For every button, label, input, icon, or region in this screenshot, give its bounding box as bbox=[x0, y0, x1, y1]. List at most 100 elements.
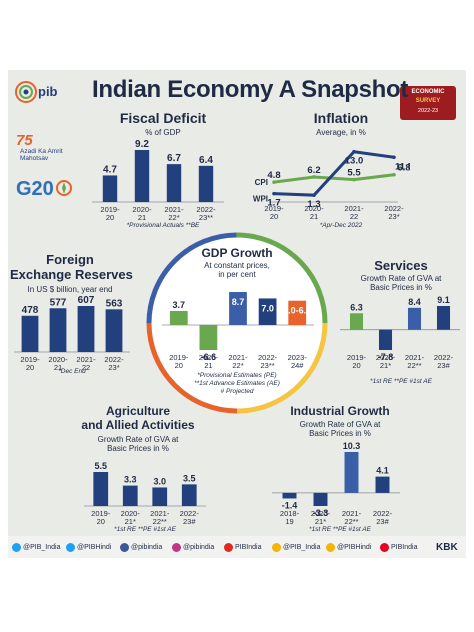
pib-logo-text: pib bbox=[38, 84, 58, 99]
chart-industrial-value-label: -1.4 bbox=[282, 500, 298, 510]
inflation-subtitle: Average, in % bbox=[316, 128, 366, 137]
chart-gdp-value-label: 3.7 bbox=[173, 300, 186, 310]
social-footer: @PIB_India @PIBHindi @pibindia @pibindia… bbox=[8, 536, 466, 558]
inflation-series-line bbox=[273, 173, 395, 184]
chart-services-tick-label: 22** bbox=[407, 361, 421, 370]
chart-industrial-bar bbox=[313, 492, 328, 506]
inflation-value-label: 6.2 bbox=[307, 165, 320, 176]
footer-item-1[interactable]: @PIB_India bbox=[12, 536, 60, 558]
inflation-title: Inflation bbox=[313, 110, 369, 126]
chart-agri-bar bbox=[152, 487, 168, 506]
chart-gdp-bar bbox=[258, 298, 277, 325]
inflation-value-label: 6.8 bbox=[397, 163, 410, 174]
industrial-subtitle-line-2: Basic Prices in % bbox=[309, 429, 371, 438]
inflation-point bbox=[312, 175, 316, 179]
chart-agri-value-label: 5.5 bbox=[94, 461, 107, 471]
chart-services-bar bbox=[407, 307, 422, 330]
chart-forex-bar bbox=[49, 308, 67, 352]
inflation-value-label: 5.5 bbox=[347, 168, 361, 179]
footer-item-3[interactable]: @pibindia bbox=[120, 536, 162, 558]
chart-forex-bar bbox=[77, 306, 95, 352]
inflation-footnote: *Apr-Dec 2022 bbox=[319, 222, 363, 229]
footer-item-4-label: @pibindia bbox=[183, 543, 215, 551]
chart-forex-value-label: 478 bbox=[22, 305, 39, 316]
chart-gdp-tick-label: 2023- bbox=[288, 353, 308, 362]
chart-agri-tick-label: 22** bbox=[153, 517, 167, 526]
chart-services-bar bbox=[349, 313, 364, 330]
chart-fiscal-tick-label: 22* bbox=[168, 213, 179, 222]
koo-icon bbox=[326, 542, 335, 552]
inflation-point bbox=[392, 155, 396, 160]
chart-forex-tick-label: 20 bbox=[26, 363, 34, 370]
footer-item-6[interactable]: @PIB_India bbox=[272, 536, 320, 558]
inflation-value-label: 11.5 bbox=[395, 161, 410, 172]
chart-services-tick-label: 2020- bbox=[376, 353, 396, 362]
inflation-value-label: 4.8 bbox=[267, 170, 280, 181]
chart-industrial-value-label: -3.3 bbox=[313, 508, 329, 518]
chart-agri-bar bbox=[122, 485, 138, 506]
chart-industrial-tick-label: 2020- bbox=[311, 509, 331, 518]
chart-gdp-tick-label: 2022- bbox=[258, 353, 278, 362]
badge-line-2: SURVEY bbox=[415, 98, 441, 104]
chart-agri-tick-label: 2019- bbox=[91, 509, 111, 518]
azadi-logo: 75 Azadi Ka Amrit Mahotsav bbox=[16, 132, 76, 168]
facebook-icon bbox=[120, 542, 129, 552]
pib-emblem-icon bbox=[15, 81, 37, 103]
chart-gdp-bar bbox=[229, 292, 247, 325]
chart-fiscal-tick-label: 23** bbox=[199, 213, 213, 222]
forex-subtitle: In US $ billion, year end bbox=[27, 285, 113, 294]
chart-forex-value-label: 563 bbox=[106, 298, 123, 309]
chart-gdp-tick-label: 21 bbox=[204, 361, 212, 370]
chart-industrial-tick-label: 21* bbox=[315, 517, 326, 526]
chart-gdp-tick-label: 2019- bbox=[169, 353, 189, 362]
gdp-footnote-3: # Projected bbox=[220, 388, 254, 395]
chart-forex-tick-label: 23* bbox=[108, 363, 119, 370]
chart-services-tick-label: 2022- bbox=[434, 353, 454, 362]
chart-gdp-tick-label: 22* bbox=[232, 361, 243, 370]
agri-subtitle-line-1: Growth Rate of GVA at bbox=[97, 435, 179, 444]
twitter-icon bbox=[12, 542, 21, 552]
chart-agri-value-label: 3.5 bbox=[183, 473, 196, 483]
chart-forex-tick-label: 21 bbox=[54, 363, 62, 370]
chart-forex-value-label: 577 bbox=[50, 297, 67, 308]
chart-services-value-label: 6.3 bbox=[350, 302, 363, 312]
footer-item-3-label: @pibindia bbox=[131, 543, 163, 551]
chart-services-value-label: 9.1 bbox=[437, 295, 450, 305]
inflation-point bbox=[312, 193, 316, 197]
services-footnote: *1st RE **PE #1st AE bbox=[370, 378, 432, 385]
chart-fiscal-value-label: 9.2 bbox=[135, 139, 149, 150]
footer-item-5[interactable]: PIBIndia bbox=[224, 536, 261, 558]
footer-item-8[interactable]: PIBIndia bbox=[380, 536, 417, 558]
twitter-icon bbox=[66, 542, 75, 552]
inflation-tick-label: 2020- bbox=[304, 204, 324, 213]
chart-industrial-tick-label: 2022- bbox=[373, 509, 393, 518]
footer-item-6-label: @PIB_India bbox=[283, 543, 321, 551]
pib-logo: pib bbox=[14, 74, 74, 110]
gdp-title: GDP Growth bbox=[201, 246, 273, 260]
chart-gdp-tick-label: 2020- bbox=[199, 353, 219, 362]
inflation-value-label: 1.3 bbox=[307, 199, 320, 210]
chart-services-value-label: 8.4 bbox=[408, 297, 421, 307]
chart-fiscal-bar bbox=[166, 164, 182, 202]
inflation-tick-label: 21 bbox=[310, 212, 318, 221]
footer-item-4[interactable]: @pibindia bbox=[172, 536, 214, 558]
chart-gdp-tick-label: 2021- bbox=[228, 353, 248, 362]
azadi-logo-text: Azadi Ka Amrit Mahotsav bbox=[20, 148, 63, 162]
agri-title-line-1: Agriculture bbox=[105, 404, 170, 418]
inflation-tick-label: 20 bbox=[270, 212, 278, 221]
industrial-subtitle-line-1: Growth Rate of GVA at bbox=[299, 420, 381, 429]
chart-industrial-tick-label: 23# bbox=[376, 517, 389, 526]
industrial-title: Industrial Growth bbox=[290, 404, 390, 418]
footer-item-7[interactable]: @PIBHindi bbox=[326, 536, 371, 558]
forex-footnote: *Dec End bbox=[58, 368, 86, 375]
footer-item-8-label: PIBIndia bbox=[391, 543, 418, 551]
inflation-tick-label: 23* bbox=[388, 212, 399, 221]
chart-forex-value-label: 607 bbox=[78, 295, 95, 306]
chart-gdp-value-label: 8.7 bbox=[232, 297, 245, 307]
chart-industrial-tick-label: 19 bbox=[285, 517, 293, 526]
fiscal-deficit-footnote: *Provisional Actuals **BE bbox=[126, 222, 200, 229]
services-subtitle-line-1: Growth Rate of GVA at bbox=[360, 274, 442, 283]
footer-item-2[interactable]: @PIBHindi bbox=[66, 536, 111, 558]
gdp-subtitle-line-2: in per cent bbox=[218, 270, 256, 279]
